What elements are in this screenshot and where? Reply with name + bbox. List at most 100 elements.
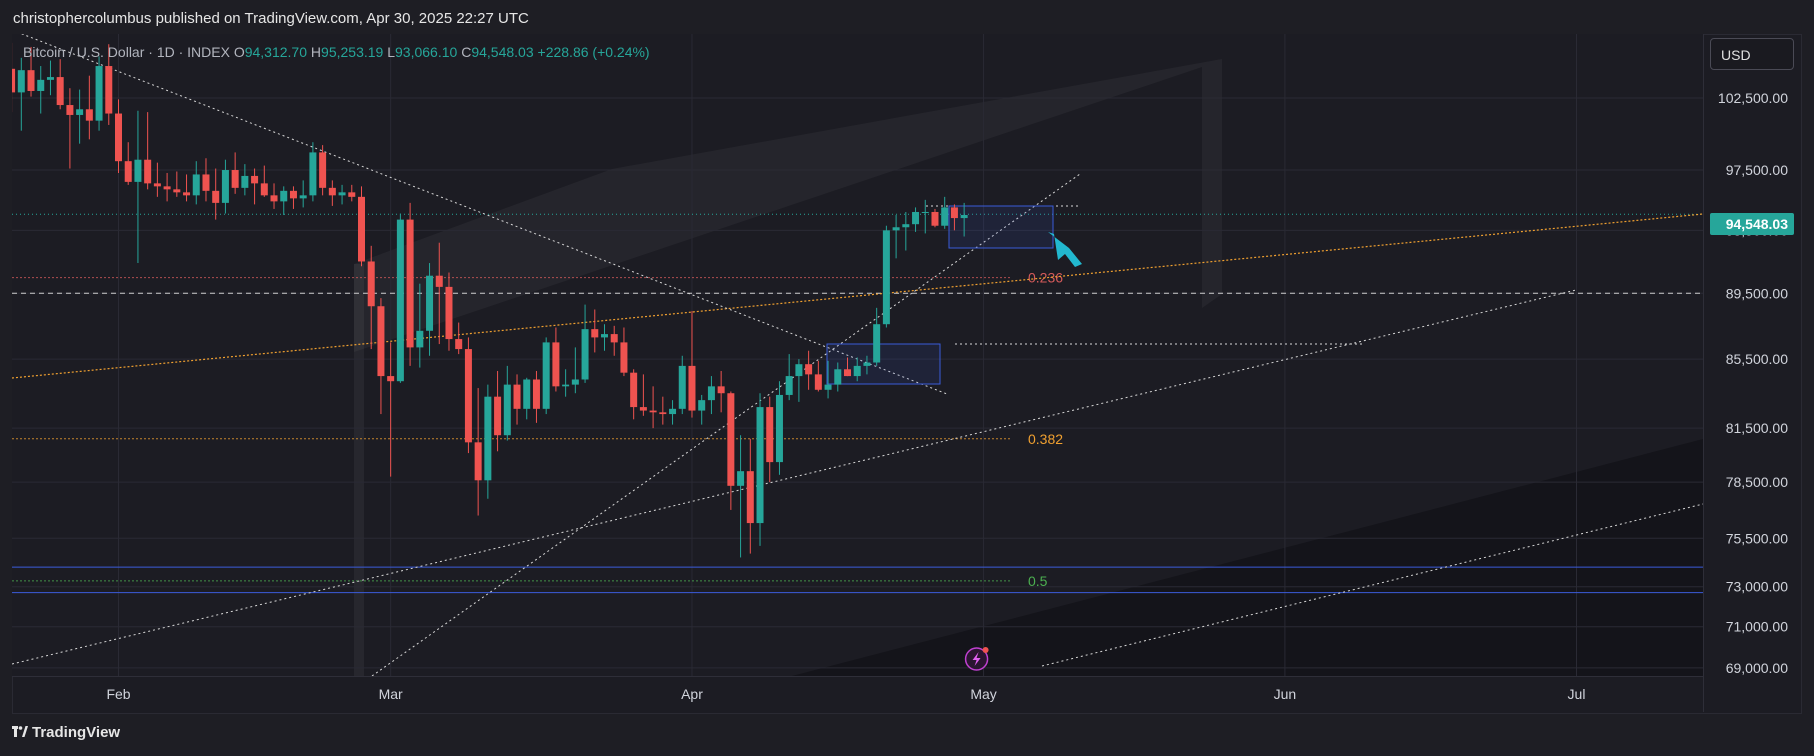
- orange-trend-line: [12, 213, 1704, 379]
- tradingview-logo-icon: [12, 726, 28, 737]
- candle-body: [173, 189, 181, 193]
- candle-body: [669, 408, 677, 415]
- candle-body: [134, 159, 142, 182]
- time-axis-labels: Feb Mar Apr May Jun Jul: [106, 686, 1585, 702]
- candle-body: [309, 152, 317, 196]
- candle-body: [95, 66, 103, 121]
- candle-body: [105, 66, 113, 114]
- candle-body: [56, 77, 64, 106]
- last-price-tag: 94,548.03: [1710, 213, 1794, 235]
- close-label: C: [461, 44, 472, 60]
- candle-body: [76, 109, 84, 115]
- candle-body: [882, 230, 890, 325]
- price-tick-label: 78,500.00: [1726, 474, 1788, 490]
- fib-05-label: 0.5: [1028, 573, 1048, 589]
- candle-body: [873, 324, 881, 363]
- price-tick-label: 75,500.00: [1726, 530, 1788, 546]
- candle-body: [950, 207, 958, 219]
- candle-body: [163, 186, 171, 190]
- high-label: H: [310, 44, 322, 60]
- lower-dark-wedge: [792, 439, 1703, 676]
- candle-body: [435, 275, 443, 287]
- time-tick-label: Jul: [1568, 686, 1586, 702]
- lightning-bolt-icon: [972, 652, 981, 666]
- candle-body: [85, 109, 93, 121]
- candle-body: [960, 215, 968, 219]
- candle-body: [571, 379, 579, 385]
- symbol-title: Bitcoin / U.S. Dollar · 1D · INDEX: [23, 44, 230, 60]
- candle-body: [299, 195, 307, 199]
- open-label: O: [233, 44, 245, 60]
- candle-body: [328, 187, 336, 196]
- candle-body: [66, 105, 74, 115]
- candle-body: [503, 384, 511, 436]
- candle-body: [46, 77, 54, 80]
- candle-body: [27, 70, 35, 91]
- candle-body: [756, 407, 764, 524]
- candle-body: [445, 286, 453, 340]
- candle-body: [775, 394, 783, 463]
- price-tick-label: 102,500.00: [1718, 90, 1788, 106]
- candle-body: [902, 224, 910, 228]
- candle-body: [698, 400, 706, 411]
- vertical-band-shade: [354, 264, 364, 676]
- currency-button[interactable]: USD: [1710, 38, 1794, 70]
- tradingview-footer[interactable]: TradingView: [12, 724, 120, 741]
- notification-dot-icon: [982, 647, 989, 653]
- candle-body: [581, 329, 589, 380]
- candle-body: [260, 183, 268, 196]
- consolidation-box-may: [948, 205, 1054, 249]
- fib-0382-label: 0.382: [1028, 431, 1063, 447]
- price-tick-label: 81,500.00: [1726, 420, 1788, 436]
- candle-body: [474, 442, 482, 481]
- symbol-legend: Bitcoin / U.S. Dollar · 1D · INDEX O94,3…: [23, 44, 650, 60]
- candles: [12, 42, 968, 558]
- candle-body: [484, 396, 492, 481]
- candle-body: [814, 374, 822, 390]
- lower-channel-trendline: [1041, 503, 1704, 667]
- candle-body: [746, 471, 754, 524]
- candle-body: [241, 175, 249, 188]
- candle-body: [591, 329, 599, 338]
- candle-body: [552, 342, 560, 387]
- candle-body: [212, 190, 220, 203]
- candle-body: [251, 175, 259, 184]
- price-chart[interactable]: 0.236 0.382 0.5 69,000.00 71,000.00 73,000.00…: [12, 34, 1800, 712]
- change-value: +228.86 (+0.24%): [537, 44, 650, 60]
- cyan-arrow-annotation: [1048, 232, 1082, 267]
- candle-body: [639, 407, 647, 411]
- candle-body: [192, 174, 200, 196]
- candle-body: [348, 192, 356, 197]
- candle-body: [863, 362, 871, 366]
- candle-body: [892, 227, 900, 231]
- high-value: 95,253.19: [321, 44, 384, 60]
- candle-body: [153, 183, 161, 187]
- candle-body: [921, 211, 929, 213]
- candle-body: [766, 407, 774, 463]
- publisher-bar: christophercolumbus published on Trading…: [0, 0, 1814, 34]
- candle-body: [805, 364, 813, 375]
- candle-body: [649, 410, 657, 413]
- open-value: 94,312.70: [244, 44, 308, 60]
- candle-body: [785, 376, 793, 395]
- price-tick-label: 89,500.00: [1726, 285, 1788, 301]
- candle-body: [426, 275, 434, 331]
- candle-body: [231, 170, 239, 188]
- candle-body: [620, 342, 628, 373]
- trend-channel-shade: [354, 59, 1222, 352]
- candle-body: [562, 384, 570, 387]
- candle-body: [678, 365, 686, 409]
- candle-body: [853, 365, 861, 377]
- candle-body: [795, 364, 803, 377]
- candle-body: [912, 211, 920, 225]
- candle-body: [115, 113, 122, 162]
- candle-body: [717, 386, 725, 394]
- candle-body: [124, 161, 132, 182]
- candle-body: [601, 334, 608, 338]
- candle-body: [416, 330, 424, 348]
- close-value: 94,548.03: [471, 44, 534, 60]
- price-tick-label: 71,000.00: [1726, 619, 1788, 635]
- price-tick-label: 73,000.00: [1726, 579, 1788, 595]
- consolidation-box-april: [826, 343, 941, 385]
- time-tick-label: Jun: [1274, 686, 1297, 702]
